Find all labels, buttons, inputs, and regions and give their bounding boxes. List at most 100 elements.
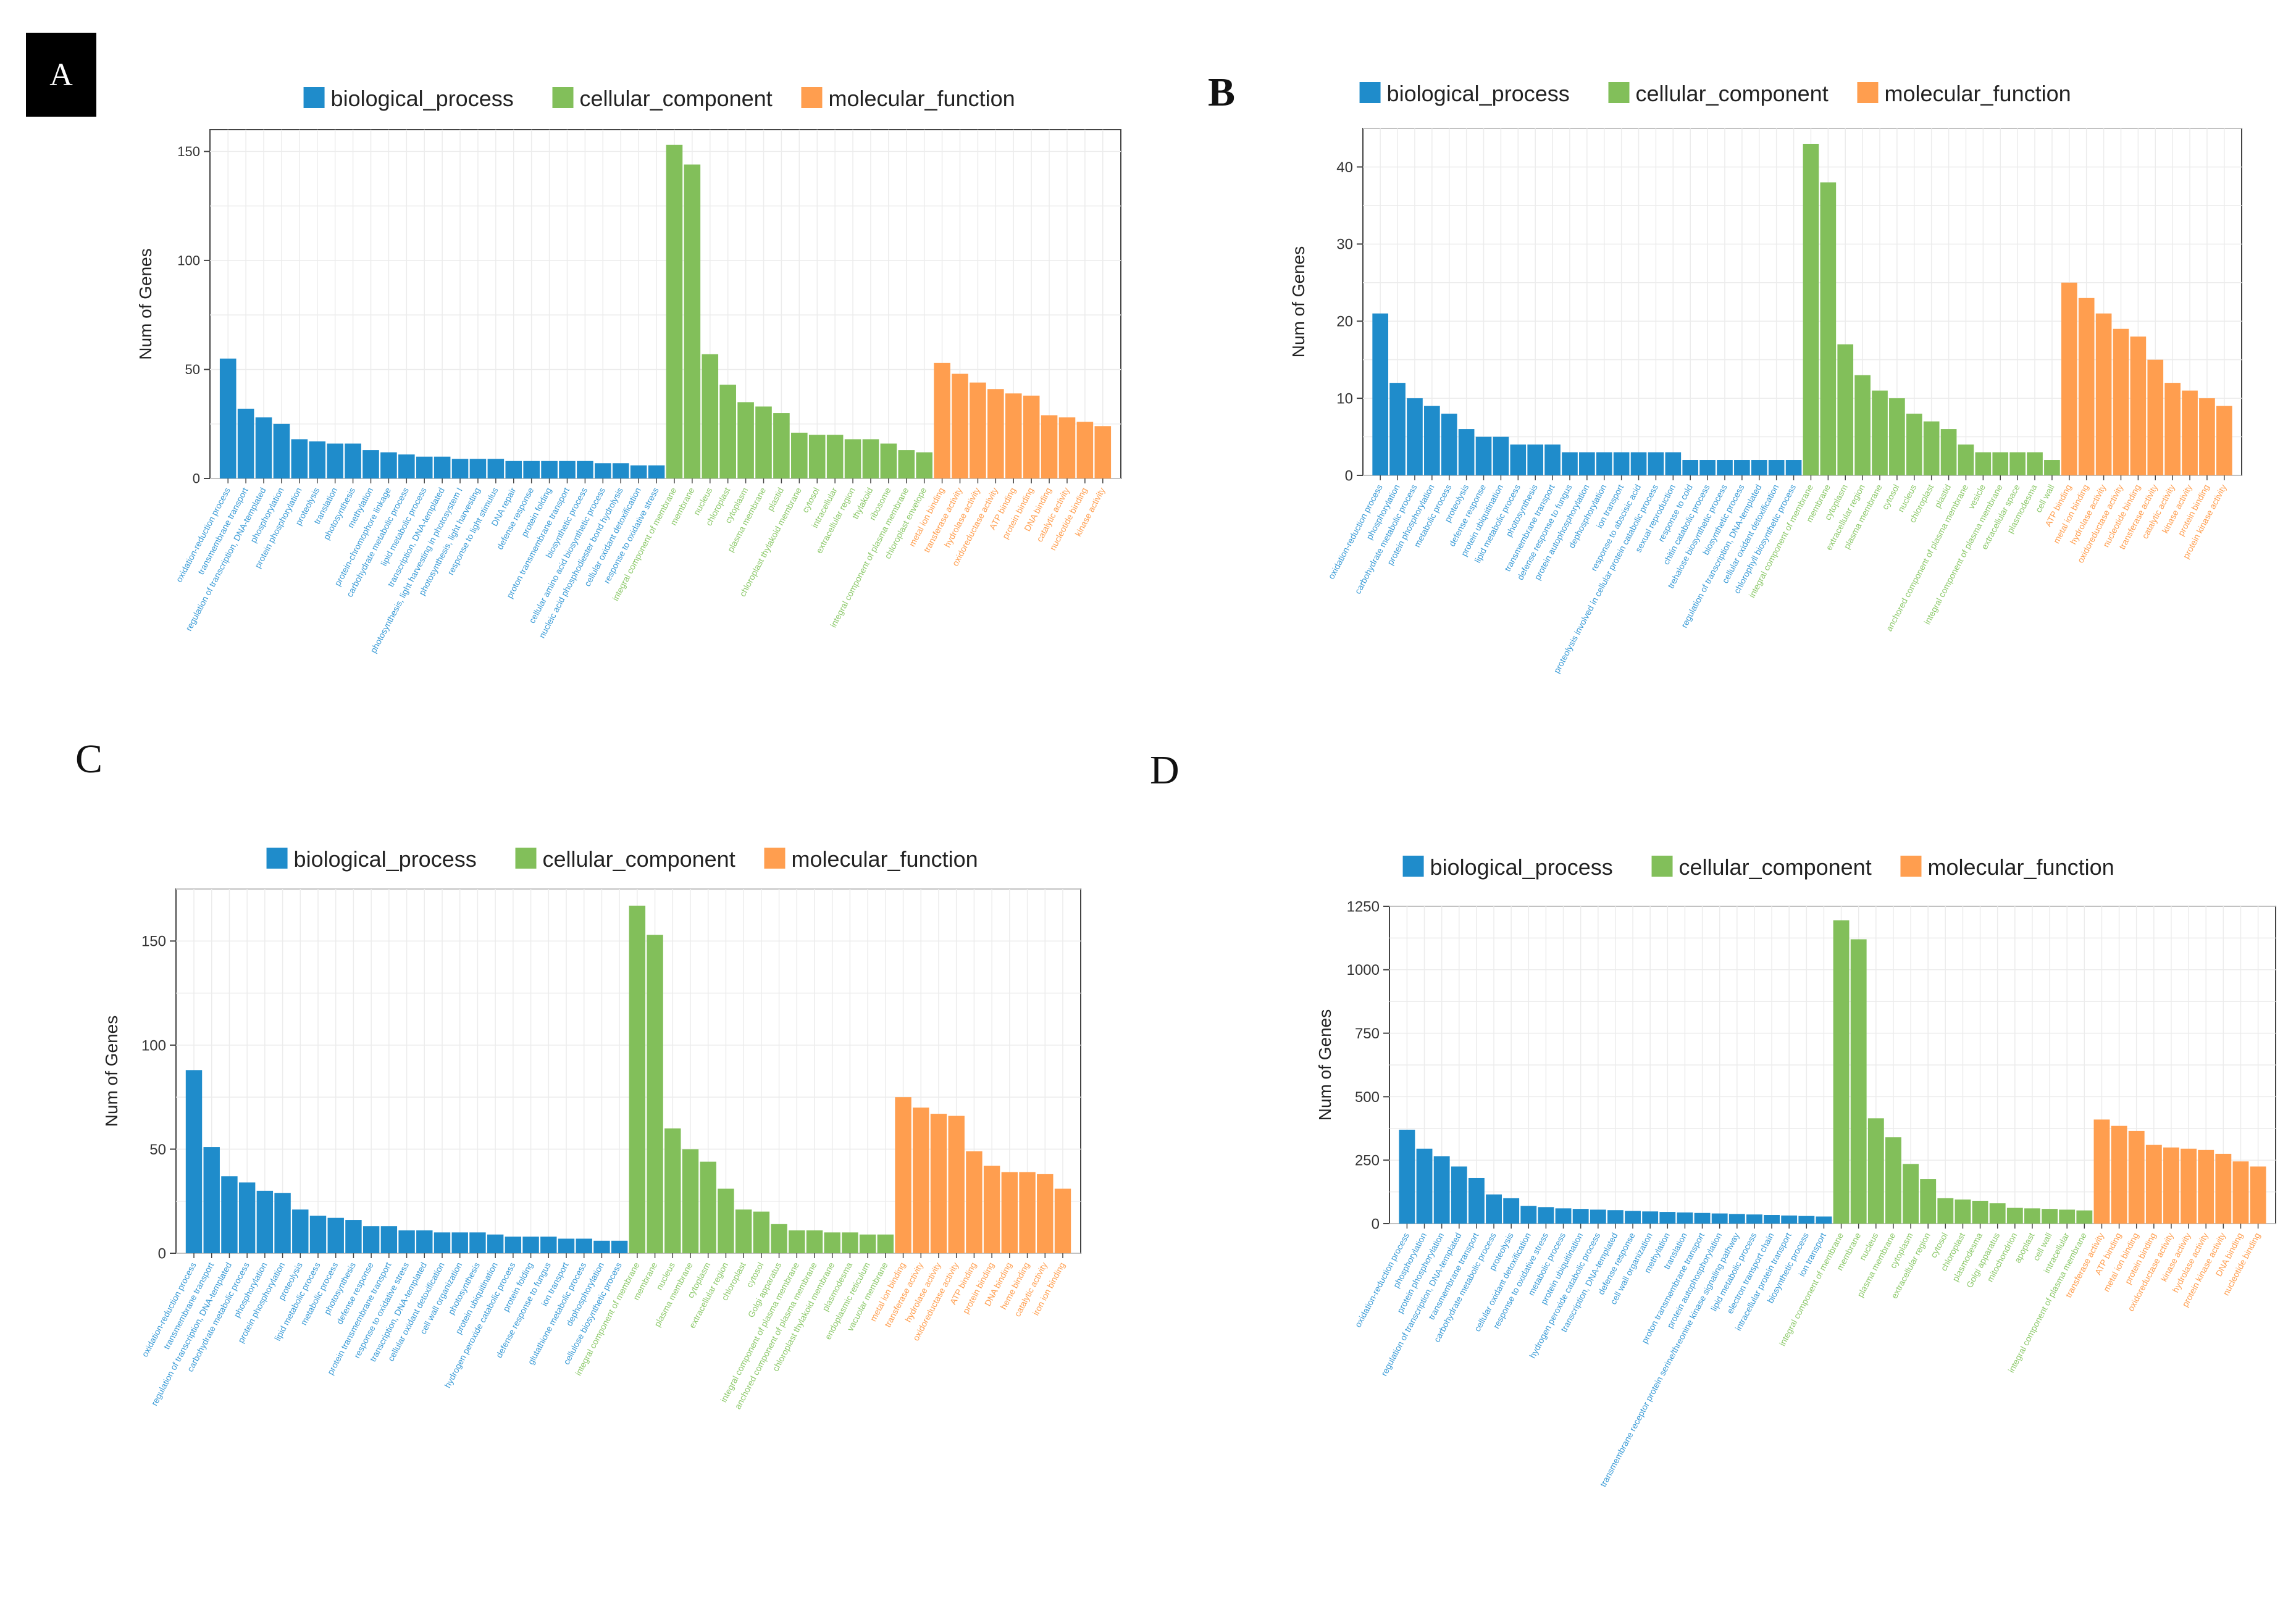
bar — [2006, 1208, 2023, 1224]
bar — [255, 417, 272, 478]
bar — [629, 905, 646, 1253]
bar — [1785, 460, 1802, 475]
bar — [1837, 344, 1854, 475]
bar — [612, 463, 629, 478]
bar — [1001, 1172, 1018, 1253]
bar — [1734, 460, 1750, 475]
bar — [1399, 1129, 1415, 1224]
bar — [1937, 1198, 1954, 1224]
legend-label: cellular_component — [1679, 854, 1872, 880]
bar — [824, 1232, 840, 1253]
bar — [1958, 445, 1974, 475]
y-tick-label: 0 — [1372, 1216, 1380, 1232]
y-tick-label: 250 — [1355, 1153, 1380, 1169]
bar — [1989, 1203, 2006, 1224]
bar — [2042, 1209, 2058, 1224]
bar — [880, 443, 897, 478]
y-axis-label: Num of Genes — [1289, 246, 1308, 358]
bar — [273, 424, 290, 478]
bar — [487, 459, 505, 478]
bar — [1923, 421, 1940, 475]
bar — [291, 439, 308, 478]
bar — [505, 1237, 522, 1253]
bar — [987, 389, 1004, 478]
bar — [2009, 452, 2026, 475]
bar — [647, 935, 663, 1253]
bar — [913, 1108, 929, 1253]
bar — [1475, 436, 1492, 475]
y-tick-label: 150 — [177, 144, 200, 159]
plot-frame — [209, 129, 1121, 479]
bar — [1781, 1215, 1798, 1224]
bar — [2181, 1148, 2197, 1224]
bar — [948, 1116, 965, 1253]
bar — [1019, 1172, 1036, 1253]
bar — [1728, 1214, 1745, 1224]
bar — [1510, 445, 1527, 475]
legend-label: molecular_function — [1927, 854, 2114, 880]
bar — [309, 441, 326, 478]
bar — [1538, 1207, 1554, 1224]
y-axis-label: Num of Genes — [1315, 1009, 1334, 1121]
panel-label-d: D — [1150, 748, 1179, 793]
legend-swatch — [801, 87, 823, 108]
bar — [1372, 313, 1389, 475]
legend-label: biological_process — [1387, 81, 1570, 106]
bar — [522, 1237, 539, 1253]
bar — [1607, 1210, 1624, 1224]
bar — [309, 1216, 327, 1253]
bar — [684, 164, 701, 478]
bar — [2095, 313, 2112, 475]
bar — [541, 461, 558, 478]
bar — [2147, 359, 2164, 475]
bar — [238, 1182, 256, 1253]
legend-swatch — [303, 87, 325, 108]
bar — [576, 1238, 592, 1253]
bar — [1867, 1118, 1884, 1224]
bar — [630, 465, 647, 478]
y-tick-label: 50 — [185, 362, 200, 377]
y-tick-label: 1000 — [1347, 962, 1380, 979]
bar — [1746, 1214, 1762, 1224]
bar — [1850, 939, 1867, 1224]
bar — [1889, 398, 1905, 475]
bar — [451, 1232, 468, 1253]
bar — [1544, 445, 1561, 475]
bar — [1441, 414, 1457, 475]
bar — [540, 1237, 557, 1253]
legend-swatch — [1900, 856, 1922, 877]
chart-panel-a: 0 50 100 150 Num of Genes oxidation-reduction… — [0, 0, 1149, 716]
legend-label: biological_process — [294, 846, 477, 872]
bar — [970, 382, 986, 478]
bar — [380, 452, 397, 478]
bar — [362, 1226, 380, 1253]
bar — [1717, 460, 1733, 475]
bar — [1699, 460, 1716, 475]
bar — [595, 463, 611, 478]
bar — [1768, 460, 1785, 475]
bar — [791, 432, 808, 478]
chart-panel-b: 0 10 20 30 40 Num of Genes oxidation-reduction… — [1149, 0, 2296, 778]
bar — [1054, 1188, 1071, 1253]
bar — [1872, 390, 1888, 475]
bar — [1590, 1209, 1606, 1224]
bar — [1648, 452, 1664, 475]
bar — [2059, 1209, 2076, 1224]
bar — [434, 456, 451, 478]
y-axis-label: Num of Genes — [102, 1016, 121, 1127]
bar — [648, 465, 665, 478]
panel-label-c: C — [75, 737, 103, 782]
bar — [1751, 460, 1767, 475]
bar — [666, 144, 683, 478]
bar — [826, 435, 844, 478]
bar — [505, 461, 522, 478]
y-tick-label: 0 — [1345, 467, 1353, 484]
bar — [844, 439, 861, 478]
bar — [842, 1232, 858, 1253]
bar — [1023, 395, 1040, 478]
bar — [1955, 1199, 1971, 1224]
chart-panel-d: 0 250 500 750 1000 1250 Num of Genes oxidation-… — [1149, 778, 2296, 1607]
bar — [416, 1230, 433, 1253]
y-tick-label: 30 — [1336, 236, 1353, 253]
